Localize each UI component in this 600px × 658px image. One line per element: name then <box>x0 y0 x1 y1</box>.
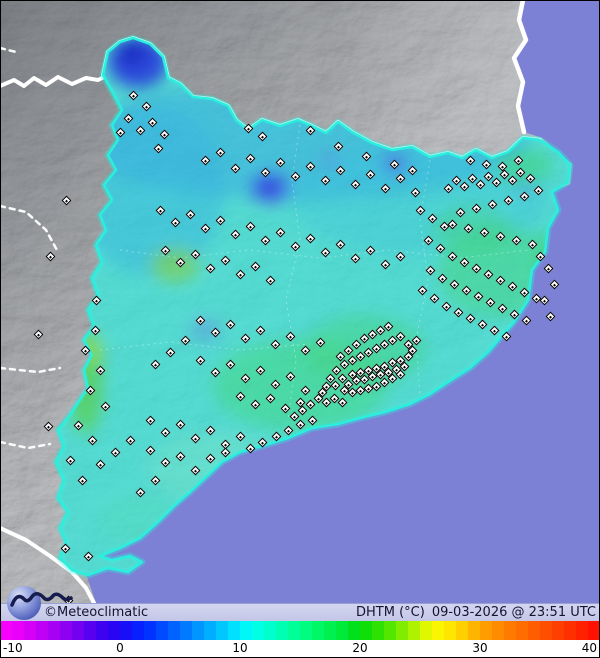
colorbar-tick-label: 30 <box>472 641 488 655</box>
product-timestamp: DHTM (°C) 09-03-2026 @ 23:51 UTC <box>356 604 596 621</box>
colorbar-cell <box>468 621 480 640</box>
colorbar-tick-label: 10 <box>232 641 248 655</box>
colorbar-cell <box>36 621 48 640</box>
product-label: DHTM (°C) <box>356 605 425 620</box>
colorbar-cell <box>192 621 204 640</box>
colorbar-cell <box>444 621 456 640</box>
colorbar-tick-label: -10 <box>3 641 23 655</box>
colorbar-cell <box>228 621 240 640</box>
colorbar-cell <box>336 621 348 640</box>
colorbar-cell <box>408 621 420 640</box>
copyright-label: ©Meteoclimatic <box>44 605 149 620</box>
colorbar-cell <box>0 621 12 640</box>
catalonia-outline <box>54 36 572 577</box>
temperature-colorbar <box>0 621 600 640</box>
colorbar-cell <box>384 621 396 640</box>
colorbar-labels: -10 0 10 20 30 40 <box>0 640 600 658</box>
colorbar-cell <box>24 621 36 640</box>
colorbar-cell <box>12 621 24 640</box>
colorbar-cell <box>540 621 552 640</box>
colorbar-cell <box>120 621 132 640</box>
colorbar-cell <box>300 621 312 640</box>
colorbar-cell <box>588 621 600 640</box>
colorbar-cell <box>420 621 432 640</box>
logo-wave-icon <box>10 592 73 607</box>
colorbar-cell <box>276 621 288 640</box>
colorbar-cell <box>252 621 264 640</box>
valencia-coastline <box>0 526 96 603</box>
meteoclimatic-logo <box>4 583 99 628</box>
colorbar-tick-label: 40 <box>581 641 597 655</box>
colorbar-cell <box>264 621 276 640</box>
colorbar-tick-label: 0 <box>116 641 124 655</box>
colorbar-cell <box>216 621 228 640</box>
colorbar-cell <box>72 621 84 640</box>
colorbar-cell <box>312 621 324 640</box>
map-canvas <box>0 0 600 603</box>
colorbar-cell <box>516 621 528 640</box>
colorbar-cell <box>564 621 576 640</box>
colorbar-cell <box>348 621 360 640</box>
colorbar-cell <box>180 621 192 640</box>
colorbar-cell <box>432 621 444 640</box>
colorbar-cell <box>372 621 384 640</box>
aragon-dashed-borders <box>0 46 62 450</box>
colorbar-cell <box>480 621 492 640</box>
french-coastline <box>511 0 529 135</box>
colorbar-cell <box>504 621 516 640</box>
colorbar-cell <box>492 621 504 640</box>
colorbar-cell <box>156 621 168 640</box>
colorbar-cell <box>48 621 60 640</box>
colorbar-cell <box>84 621 96 640</box>
mediterranean-sea <box>86 0 600 603</box>
colorbar-cell <box>360 621 372 640</box>
colorbar-cell <box>60 621 72 640</box>
map-svg <box>0 0 600 603</box>
colorbar-cell <box>528 621 540 640</box>
colorbar-cell <box>108 621 120 640</box>
colorbar-cell <box>96 621 108 640</box>
colorbar-cell <box>576 621 588 640</box>
datetime-label: 09-03-2026 @ 23:51 UTC <box>431 605 596 620</box>
colorbar-cell <box>168 621 180 640</box>
info-bar: ©Meteoclimatic DHTM (°C) 09-03-2026 @ 23… <box>0 603 600 621</box>
colorbar-cell <box>324 621 336 640</box>
colorbar-cell <box>144 621 156 640</box>
colorbar-tick-label: 20 <box>352 641 368 655</box>
colorbar-cell <box>240 621 252 640</box>
colorbar-cell <box>204 621 216 640</box>
colorbar-cell <box>552 621 564 640</box>
colorbar-cell <box>288 621 300 640</box>
colorbar-cell <box>132 621 144 640</box>
colorbar-cell <box>456 621 468 640</box>
colorbar-cell <box>396 621 408 640</box>
